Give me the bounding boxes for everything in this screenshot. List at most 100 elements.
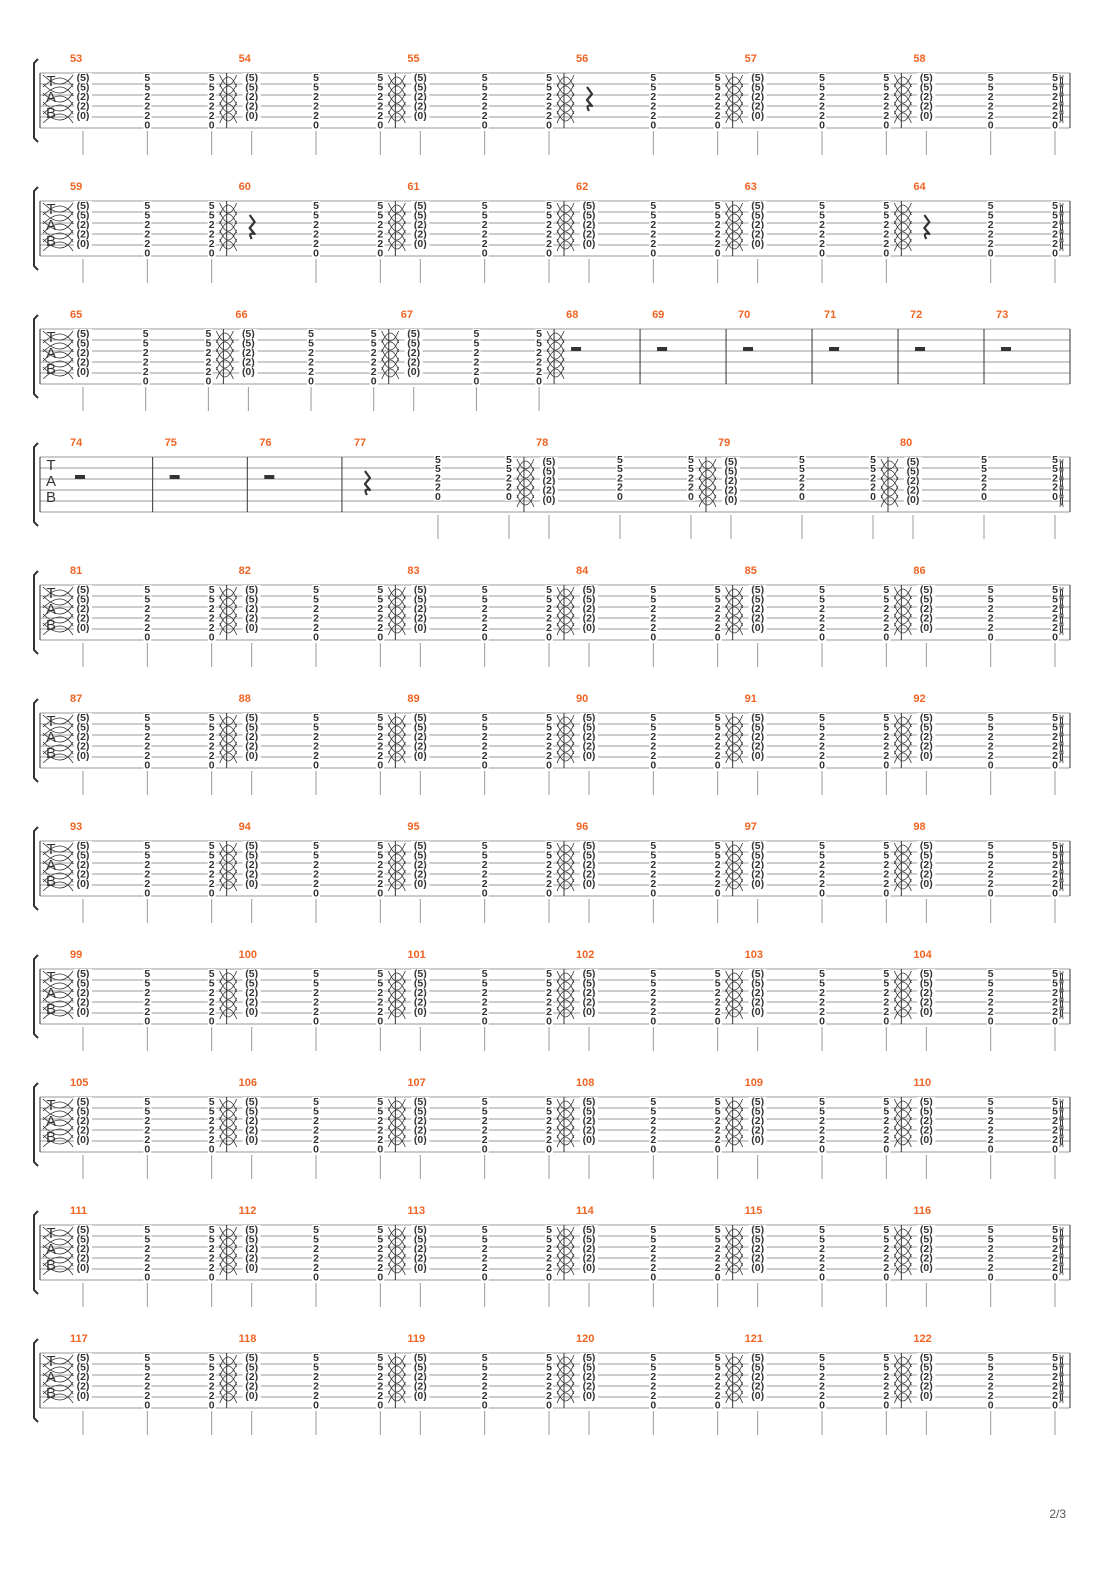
fret-number: 2 xyxy=(144,1006,150,1018)
fret-number: 0 xyxy=(144,1400,150,1412)
fret-number: 5 xyxy=(546,594,552,606)
fret-number: (2) xyxy=(407,357,420,369)
fret-number: (5) xyxy=(751,1224,764,1236)
fret-number: 2 xyxy=(819,1390,825,1402)
tie-arc xyxy=(725,1354,744,1366)
tie-arc xyxy=(42,589,74,600)
fret-number: 2 xyxy=(143,357,149,369)
fret-number: 0 xyxy=(313,632,319,644)
measure-number: 70 xyxy=(738,309,750,321)
tie-arc xyxy=(725,1109,744,1121)
fret-number: 2 xyxy=(377,750,383,762)
fret-number: (2) xyxy=(920,1243,933,1255)
tie-arc xyxy=(1059,1008,1064,1020)
fret-number: 5 xyxy=(650,1234,656,1246)
tie-arc xyxy=(556,1118,575,1130)
measure: 70 xyxy=(725,309,754,384)
fret-number: 2 xyxy=(1052,238,1058,250)
tie-arc xyxy=(1059,494,1064,506)
fret-number: (2) xyxy=(920,741,933,753)
tab-system: TAB59(5)(5)(2)(2)(0)55222055222060552220… xyxy=(33,181,1071,283)
tie-arc xyxy=(556,1365,575,1377)
tie-arc xyxy=(725,622,744,634)
fret-number: 5 xyxy=(870,463,876,475)
tie-arc xyxy=(1059,1381,1064,1393)
tie-arcs xyxy=(725,1098,744,1148)
tie-arc xyxy=(42,1238,74,1249)
tie-arc xyxy=(893,101,912,113)
fret-number: 5 xyxy=(650,72,656,84)
fret-number: (0) xyxy=(920,110,933,122)
tie-arc xyxy=(387,1246,406,1258)
fret-number: (0) xyxy=(583,1390,596,1402)
fret-number: 0 xyxy=(883,760,889,772)
fret-number: (5) xyxy=(77,1096,90,1108)
fret-number: (2) xyxy=(920,1115,933,1127)
fret-number: (0) xyxy=(414,878,427,890)
tie-arc xyxy=(387,606,406,618)
fret-number: (0) xyxy=(77,878,90,890)
fret-number: 2 xyxy=(377,238,383,250)
tie-arc xyxy=(42,351,74,362)
tie-arc xyxy=(725,1363,744,1375)
fret-number: 5 xyxy=(988,840,994,852)
tie-arc xyxy=(725,624,744,636)
tie-arcs xyxy=(387,1226,406,1276)
fret-number: (2) xyxy=(583,741,596,753)
tie-arc xyxy=(219,1264,238,1276)
tie-arc xyxy=(556,615,575,627)
fret-number: 2 xyxy=(313,238,319,250)
tie-arc xyxy=(42,1235,74,1246)
tie-arc xyxy=(725,1244,744,1256)
fret-number: (5) xyxy=(583,1362,596,1374)
tie-arc xyxy=(725,85,744,97)
fret-number: 0 xyxy=(371,376,377,388)
fret-number: 0 xyxy=(819,888,825,900)
fret-number: 5 xyxy=(313,594,319,606)
measure-number: 110 xyxy=(913,1077,931,1089)
tie-arc xyxy=(516,469,535,481)
fret-number: (5) xyxy=(77,200,90,212)
fret-number: (2) xyxy=(920,731,933,743)
tie-arc xyxy=(556,1356,575,1368)
fret-number: 5 xyxy=(205,338,211,350)
fret-number: 0 xyxy=(482,248,488,260)
fret-number: 2 xyxy=(1052,613,1058,625)
fret-number: 0 xyxy=(819,1144,825,1156)
tie-arc xyxy=(1059,1372,1064,1384)
fret-number: 2 xyxy=(715,1262,721,1274)
fret-number: 2 xyxy=(377,603,383,615)
tie-arc xyxy=(387,842,406,854)
measure-number: 85 xyxy=(745,565,757,577)
tie-arc xyxy=(42,369,74,380)
fret-number: 0 xyxy=(546,1400,552,1412)
fret-number: (5) xyxy=(583,584,596,596)
tie-arc xyxy=(387,222,406,234)
fret-number: (5) xyxy=(245,82,258,94)
tie-arc xyxy=(387,1264,406,1276)
fret-number: 2 xyxy=(1052,1381,1058,1393)
tie-arc xyxy=(880,496,899,508)
tie-arc xyxy=(893,972,912,984)
tie-arc xyxy=(219,869,238,881)
tie-arc xyxy=(556,1255,575,1267)
fret-number: (5) xyxy=(751,722,764,734)
fret-number: 2 xyxy=(144,110,150,122)
tie-arc xyxy=(1059,988,1064,1000)
tie-arc xyxy=(698,460,717,472)
measure-number: 71 xyxy=(824,309,836,321)
tie-arc xyxy=(381,368,400,380)
tie-arc xyxy=(1059,1392,1064,1404)
fret-number: (0) xyxy=(751,1262,764,1274)
fret-number: 5 xyxy=(819,840,825,852)
fret-number: (0) xyxy=(77,1006,90,1018)
fret-number: 2 xyxy=(482,731,488,743)
fret-number: 5 xyxy=(209,978,215,990)
fret-number: 5 xyxy=(377,712,383,724)
tie-arc xyxy=(219,1109,238,1121)
